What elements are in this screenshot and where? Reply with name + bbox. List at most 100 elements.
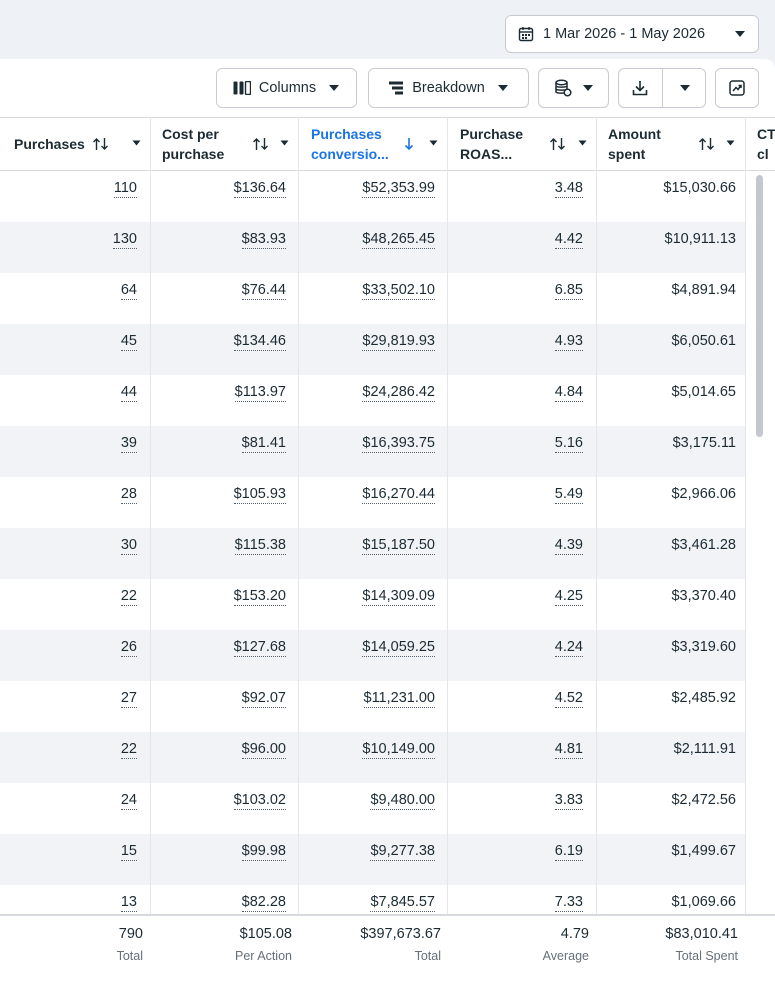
column-menu-caret-icon[interactable]	[280, 140, 289, 146]
purchases-cell-value[interactable]: 15	[120, 843, 137, 861]
cost-per-purchase-cell[interactable]: $76.44	[146, 273, 286, 307]
purchases-conversion-cell-value[interactable]: $24,286.42	[362, 384, 435, 402]
sort-icon[interactable]	[252, 137, 270, 151]
cost-per-purchase-cell-value[interactable]: $76.44	[241, 282, 286, 300]
purchases-cell[interactable]: 27	[0, 681, 137, 715]
purchase-roas-cell-value[interactable]: 4.84	[554, 384, 583, 402]
purchases-conversion-cell[interactable]: $14,059.25	[295, 630, 435, 664]
purchases-conversion-cell-value[interactable]: $11,231.00	[363, 690, 435, 708]
purchases-cell[interactable]: 30	[0, 528, 137, 562]
purchases-conversion-cell-value[interactable]: $14,309.09	[362, 588, 435, 606]
purchases-conversion-cell[interactable]: $48,265.45	[295, 222, 435, 256]
purchases-cell-value[interactable]: 64	[120, 282, 137, 300]
purchases-cell[interactable]: 26	[0, 630, 137, 664]
purchases-cell-value[interactable]: 110	[113, 180, 137, 198]
export-options-caret-icon[interactable]	[679, 84, 691, 92]
purchases-cell-value[interactable]: 13	[120, 894, 137, 912]
purchase-roas-cell-value[interactable]: 6.19	[554, 843, 583, 861]
column-menu-caret-icon[interactable]	[429, 140, 438, 146]
cost-per-purchase-cell-value[interactable]: $127.68	[233, 639, 286, 657]
export-split-button[interactable]	[618, 68, 706, 108]
scrollbar[interactable]	[752, 171, 764, 916]
sort-icon[interactable]	[698, 137, 716, 151]
cost-per-purchase-cell-value[interactable]: $103.02	[233, 792, 286, 810]
cost-per-purchase-cell-value[interactable]: $134.46	[233, 333, 286, 351]
cost-per-purchase-cell[interactable]: $99.98	[146, 834, 286, 868]
purchase-roas-cell-value[interactable]: 5.16	[554, 435, 583, 453]
chart-view-button[interactable]	[715, 68, 759, 108]
header-ctr-clipped[interactable]: CT cl	[757, 118, 775, 170]
purchases-cell-value[interactable]: 24	[120, 792, 137, 810]
purchases-cell[interactable]: 130	[0, 222, 137, 256]
purchases-conversion-cell[interactable]: $11,231.00	[295, 681, 435, 715]
purchases-cell[interactable]: 110	[0, 171, 137, 205]
header-cost-per-purchase[interactable]: Cost per purchase	[162, 118, 298, 170]
data-source-button[interactable]	[538, 68, 609, 108]
purchase-roas-cell[interactable]: 4.42	[443, 222, 583, 256]
purchases-conversion-cell-value[interactable]: $14,059.25	[362, 639, 435, 657]
purchases-conversion-cell[interactable]: $9,480.00	[295, 783, 435, 817]
sort-desc-icon[interactable]	[403, 137, 415, 151]
purchase-roas-cell[interactable]: 4.24	[443, 630, 583, 664]
purchases-cell[interactable]: 13	[0, 885, 137, 916]
cost-per-purchase-cell[interactable]: $105.93	[146, 477, 286, 511]
purchase-roas-cell-value[interactable]: 4.52	[554, 690, 583, 708]
purchase-roas-cell-value[interactable]: 4.25	[554, 588, 583, 606]
purchases-conversion-cell-value[interactable]: $52,353.99	[362, 180, 435, 198]
download-icon[interactable]	[632, 80, 648, 96]
purchases-cell-value[interactable]: 30	[120, 537, 137, 555]
purchase-roas-cell[interactable]: 4.81	[443, 732, 583, 766]
cost-per-purchase-cell[interactable]: $83.93	[146, 222, 286, 256]
cost-per-purchase-cell[interactable]: $96.00	[146, 732, 286, 766]
purchases-conversion-cell-value[interactable]: $16,270.44	[362, 486, 435, 504]
purchase-roas-cell-value[interactable]: 6.85	[554, 282, 583, 300]
purchases-cell-value[interactable]: 28	[120, 486, 137, 504]
cost-per-purchase-cell-value[interactable]: $153.20	[233, 588, 286, 606]
header-purchases-conversion[interactable]: Purchases conversio...	[311, 118, 447, 170]
purchases-cell-value[interactable]: 44	[120, 384, 137, 402]
purchases-conversion-cell-value[interactable]: $16,393.75	[362, 435, 435, 453]
purchases-cell-value[interactable]: 26	[120, 639, 137, 657]
purchases-cell-value[interactable]: 22	[120, 588, 137, 606]
purchase-roas-cell-value[interactable]: 5.49	[554, 486, 583, 504]
purchase-roas-cell[interactable]: 7.33	[443, 885, 583, 916]
cost-per-purchase-cell[interactable]: $92.07	[146, 681, 286, 715]
purchase-roas-cell-value[interactable]: 3.48	[554, 180, 583, 198]
header-purchase-roas[interactable]: Purchase ROAS...	[460, 118, 596, 170]
columns-button[interactable]: Columns	[216, 68, 357, 108]
cost-per-purchase-cell-value[interactable]: $83.93	[241, 231, 286, 249]
purchase-roas-cell[interactable]: 5.16	[443, 426, 583, 460]
purchases-conversion-cell-value[interactable]: $9,277.38	[370, 843, 435, 861]
purchases-conversion-cell[interactable]: $24,286.42	[295, 375, 435, 409]
header-purchases[interactable]: Purchases	[14, 118, 150, 170]
cost-per-purchase-cell[interactable]: $113.97	[146, 375, 286, 409]
purchases-cell[interactable]: 45	[0, 324, 137, 358]
purchases-conversion-cell-value[interactable]: $29,819.93	[362, 333, 435, 351]
purchase-roas-cell-value[interactable]: 4.42	[554, 231, 583, 249]
purchases-conversion-cell-value[interactable]: $9,480.00	[370, 792, 435, 810]
purchases-conversion-cell-value[interactable]: $15,187.50	[362, 537, 435, 555]
cost-per-purchase-cell-value[interactable]: $92.07	[241, 690, 286, 708]
purchases-conversion-cell[interactable]: $15,187.50	[295, 528, 435, 562]
cost-per-purchase-cell-value[interactable]: $113.97	[234, 384, 286, 402]
cost-per-purchase-cell[interactable]: $127.68	[146, 630, 286, 664]
cost-per-purchase-cell[interactable]: $82.28	[146, 885, 286, 916]
purchases-cell-value[interactable]: 130	[112, 231, 137, 249]
purchase-roas-cell[interactable]: 4.93	[443, 324, 583, 358]
cost-per-purchase-cell[interactable]: $134.46	[146, 324, 286, 358]
purchase-roas-cell[interactable]: 4.52	[443, 681, 583, 715]
purchases-conversion-cell[interactable]: $16,393.75	[295, 426, 435, 460]
sort-icon[interactable]	[549, 137, 567, 151]
cost-per-purchase-cell-value[interactable]: $82.28	[241, 894, 286, 912]
purchases-conversion-cell[interactable]: $52,353.99	[295, 171, 435, 205]
purchases-conversion-cell-value[interactable]: $48,265.45	[362, 231, 435, 249]
purchases-cell[interactable]: 28	[0, 477, 137, 511]
purchase-roas-cell[interactable]: 3.48	[443, 171, 583, 205]
purchases-conversion-cell-value[interactable]: $33,502.10	[362, 282, 435, 300]
purchase-roas-cell-value[interactable]: 4.39	[554, 537, 583, 555]
purchase-roas-cell-value[interactable]: 4.81	[554, 741, 583, 759]
purchases-conversion-cell[interactable]: $29,819.93	[295, 324, 435, 358]
purchases-cell-value[interactable]: 27	[120, 690, 137, 708]
purchases-cell[interactable]: 44	[0, 375, 137, 409]
breakdown-button[interactable]: Breakdown	[368, 68, 529, 108]
